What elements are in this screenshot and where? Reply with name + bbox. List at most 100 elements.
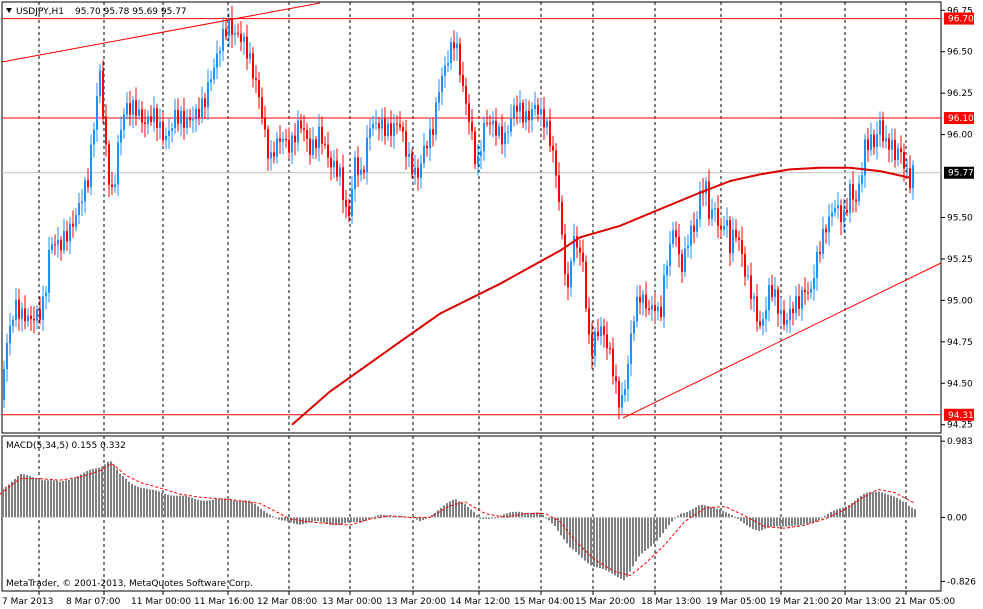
macd-bar	[878, 491, 880, 518]
macd-bar	[419, 517, 421, 522]
candle-body	[555, 150, 557, 176]
macd-bar	[26, 475, 28, 518]
candle-body	[813, 277, 815, 289]
candle-body	[855, 199, 857, 202]
candle-body	[42, 296, 44, 320]
candle-body	[507, 131, 509, 133]
macd-bar	[347, 517, 349, 523]
macd-bar	[41, 480, 43, 518]
candle-body	[24, 308, 26, 322]
candle-body	[543, 109, 545, 128]
macd-bar	[830, 511, 832, 518]
macd-bar	[386, 515, 388, 518]
macd-bar	[479, 517, 481, 519]
macd-bar	[608, 517, 610, 572]
macd-bar	[245, 500, 247, 518]
candle-body	[84, 180, 86, 202]
candle-body	[57, 239, 59, 245]
candle-body	[492, 120, 494, 125]
candle-body	[825, 228, 827, 233]
x-tick-label: 11 Mar 00:00	[131, 597, 191, 607]
candle-body	[12, 319, 14, 326]
candle-body	[336, 160, 338, 177]
candle-body	[780, 310, 782, 314]
macd-bar	[401, 516, 403, 518]
candle-body	[309, 138, 311, 155]
candle-body	[99, 70, 101, 97]
macd-bar	[650, 517, 652, 547]
candle-body	[177, 110, 179, 124]
candle-body	[243, 36, 245, 42]
candle-body	[186, 117, 188, 128]
macd-bar	[17, 475, 19, 518]
candle-body	[630, 333, 632, 364]
macd-bar	[848, 505, 850, 518]
candle-body	[504, 132, 506, 145]
candle-body	[135, 100, 137, 116]
macd-bar	[284, 517, 286, 521]
macd-bar	[893, 496, 895, 518]
y-tick-label: 96.25	[947, 89, 973, 99]
macd-bar	[587, 517, 589, 564]
macd-bar	[839, 508, 841, 518]
macd-bar	[560, 517, 562, 536]
candle-body	[681, 254, 683, 273]
candle-body	[399, 124, 401, 128]
macd-bar	[71, 479, 73, 518]
macd-bar	[194, 498, 196, 518]
candle-body	[552, 145, 554, 151]
macd-bar	[512, 511, 514, 518]
chart-header[interactable]: USDJPY,H1 95.70 95.78 95.69 95.77	[6, 7, 187, 17]
macd-bar	[683, 512, 685, 518]
candle-body	[840, 205, 842, 222]
candle-body	[393, 123, 395, 136]
candle-body	[774, 289, 776, 297]
x-tick-label: 13 Mar 20:00	[386, 597, 446, 607]
trendline-upper	[1, 2, 321, 63]
macd-bar	[47, 480, 49, 518]
macd-bar	[62, 480, 64, 518]
macd-bar	[314, 517, 316, 522]
ma-line	[291, 166, 911, 426]
y-tick-label: 94.75	[947, 338, 973, 348]
macd-bar	[50, 480, 52, 518]
current-price-tag	[944, 166, 974, 179]
macd-bar	[854, 500, 856, 518]
candle-body	[828, 216, 830, 233]
candle-body	[435, 102, 437, 135]
candle-body	[603, 326, 605, 335]
triangle-down-icon[interactable]	[6, 8, 12, 13]
macd-bar	[230, 499, 232, 518]
macd-bar	[362, 517, 364, 522]
candle-body	[477, 155, 479, 165]
candle-body	[444, 65, 446, 76]
candle-body	[801, 289, 803, 309]
candle-body	[459, 43, 461, 75]
candle-body	[714, 208, 716, 210]
candle-body	[717, 208, 719, 226]
candle-body	[792, 308, 794, 314]
macd-bar	[794, 517, 796, 526]
candle-body	[114, 184, 116, 188]
macd-bar	[323, 517, 325, 523]
macd-bar	[719, 509, 721, 518]
candle-body	[720, 225, 722, 230]
macd-bar	[272, 516, 274, 518]
macd-bar	[884, 493, 886, 518]
macd-bar	[227, 499, 229, 518]
axis-labels: 96.75 96.50 96.25 96.00 95.50 95.25 95.00 94.75…	[2, 6, 976, 607]
candle-body	[54, 244, 56, 246]
candle-body	[165, 135, 167, 141]
candle-body	[411, 153, 413, 175]
level-price-tag-label: 94.31	[948, 411, 974, 421]
x-tick-label: 8 Mar 07:00	[66, 597, 121, 607]
candle-body	[246, 36, 248, 59]
macd-bar	[218, 498, 220, 518]
candle-body	[909, 168, 911, 189]
macd-bar	[782, 517, 784, 527]
macd-bar	[773, 517, 775, 527]
macd-bar	[92, 468, 94, 518]
macd-bar	[824, 515, 826, 518]
macd-bar	[458, 501, 460, 518]
candle-body	[558, 175, 560, 203]
